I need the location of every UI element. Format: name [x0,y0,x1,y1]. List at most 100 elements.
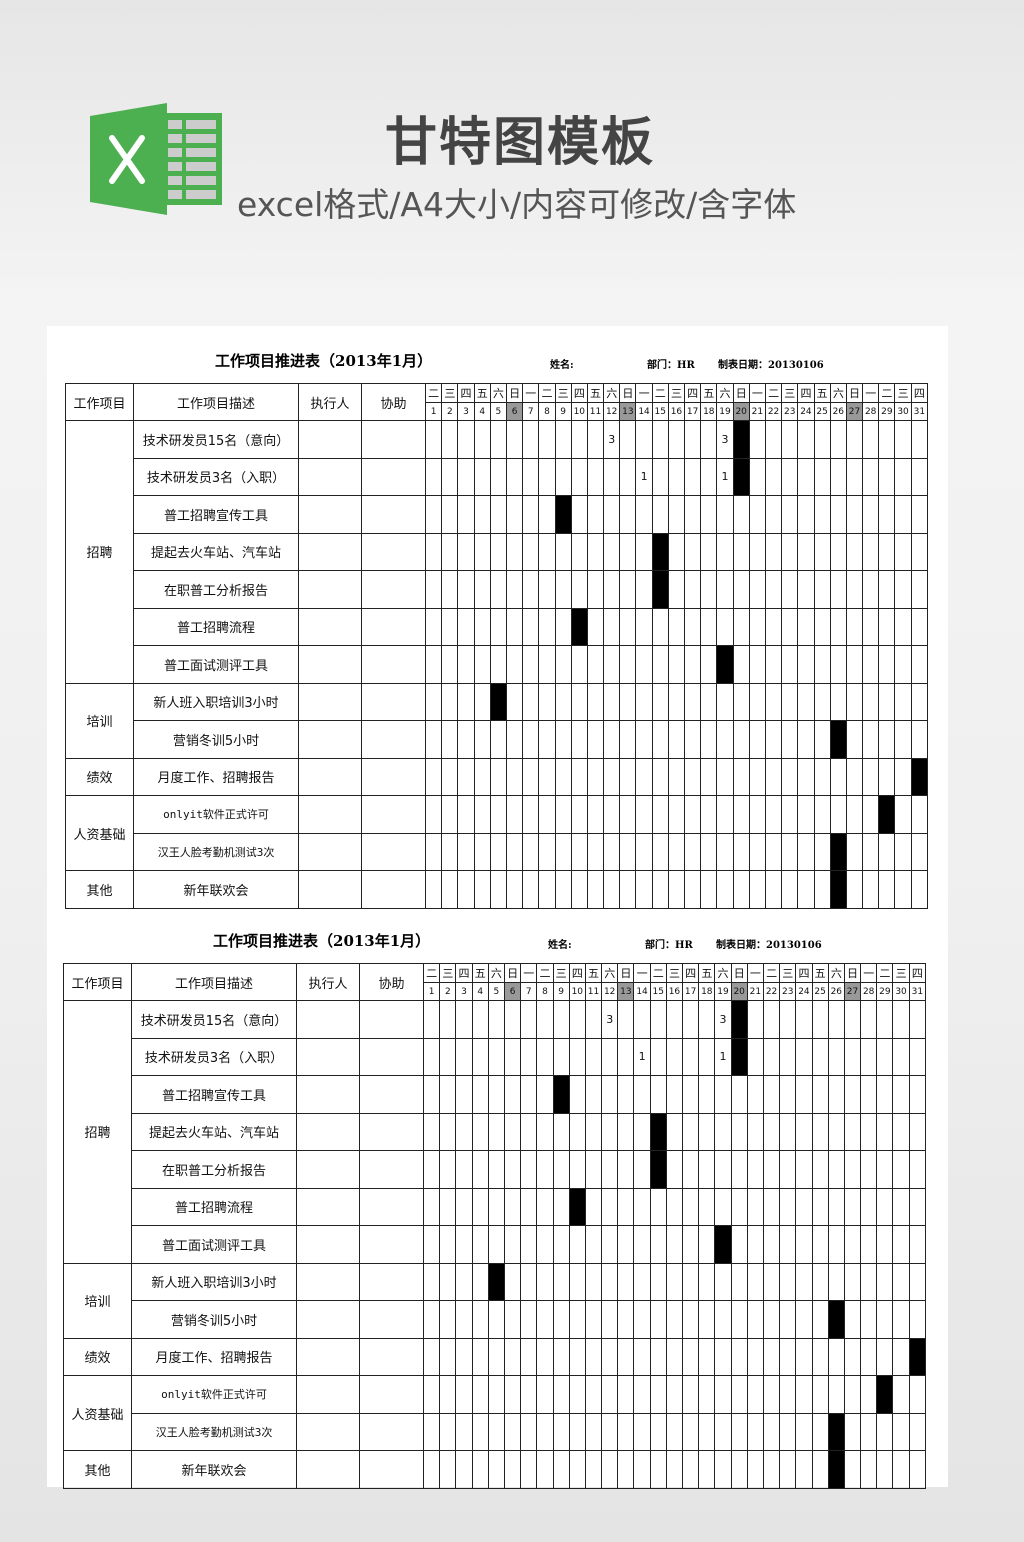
assist-cell[interactable] [361,495,427,534]
assist-cell[interactable] [359,1000,425,1039]
day-cell[interactable] [439,1337,457,1376]
day-cell[interactable]: 1 [716,457,734,496]
day-cell[interactable] [601,1150,619,1189]
day-cell[interactable] [665,1225,684,1264]
day-cell[interactable] [584,1000,603,1039]
day-cell[interactable] [748,607,766,646]
day-cell[interactable] [601,1225,619,1264]
executor-cell[interactable] [296,1375,361,1414]
executor-cell[interactable] [298,795,363,834]
day-cell[interactable] [570,570,588,609]
day-cell[interactable] [716,682,734,721]
day-cell[interactable] [568,1000,586,1039]
day-cell[interactable] [455,1412,473,1451]
day-cell[interactable] [554,870,572,909]
day-cell[interactable] [601,1337,619,1376]
day-cell[interactable] [635,607,653,646]
assist-cell[interactable] [359,1112,425,1151]
day-cell[interactable] [471,1262,489,1301]
day-cell[interactable] [892,1187,910,1226]
day-cell[interactable] [843,1300,862,1339]
day-cell[interactable] [617,1037,635,1076]
day-cell[interactable] [764,645,783,684]
day-cell[interactable] [764,532,783,571]
executor-cell[interactable] [298,870,363,909]
day-cell[interactable] [892,1150,910,1189]
day-cell[interactable] [910,420,929,459]
day-cell[interactable] [827,1075,845,1114]
day-cell[interactable] [732,570,750,609]
day-cell[interactable] [665,1187,684,1226]
day-cell[interactable] [779,1337,797,1376]
day-cell[interactable] [665,1075,684,1114]
day-cell[interactable] [779,1412,797,1451]
day-cell[interactable] [845,645,864,684]
day-cell[interactable] [730,1300,748,1339]
day-cell[interactable] [536,1450,554,1489]
day-cell[interactable] [764,570,783,609]
day-cell[interactable] [781,645,799,684]
day-cell[interactable] [441,757,459,796]
day-cell[interactable] [845,532,864,571]
day-cell[interactable] [457,570,475,609]
day-cell[interactable] [473,645,491,684]
day-cell[interactable] [487,1112,505,1151]
task-description[interactable]: 汉王人脸考勤机测试3次 [132,832,300,871]
day-cell[interactable] [876,1075,894,1114]
day-cell[interactable] [603,607,621,646]
day-cell[interactable] [586,607,605,646]
day-cell[interactable] [781,757,799,796]
gantt-bar[interactable] [651,532,669,571]
day-cell[interactable] [520,1300,538,1339]
day-cell[interactable] [473,607,491,646]
day-cell[interactable] [538,570,556,609]
day-cell[interactable] [522,420,540,459]
day-cell[interactable] [538,495,556,534]
day-cell[interactable] [441,495,459,534]
day-cell[interactable] [471,1412,489,1451]
day-cell[interactable] [843,1000,862,1039]
day-cell[interactable] [894,532,912,571]
day-cell[interactable] [619,457,637,496]
gantt-bar[interactable] [651,570,669,609]
day-cell[interactable] [795,1412,813,1451]
day-cell[interactable] [471,1450,489,1489]
day-cell[interactable] [570,795,588,834]
day-cell[interactable] [714,1337,732,1376]
day-cell[interactable] [698,1450,716,1489]
day-cell[interactable] [503,1300,522,1339]
day-cell[interactable] [503,1075,522,1114]
day-cell[interactable] [730,1075,748,1114]
day-cell[interactable] [651,607,669,646]
day-cell[interactable] [568,1337,586,1376]
day-cell[interactable] [764,420,783,459]
day-cell[interactable] [455,1375,473,1414]
executor-cell[interactable] [296,1225,361,1264]
day-cell[interactable] [455,1037,473,1076]
day-cell[interactable] [651,832,669,871]
day-cell[interactable] [684,682,702,721]
day-cell[interactable] [439,1112,457,1151]
day-cell[interactable] [536,1187,554,1226]
day-cell[interactable] [649,1000,667,1039]
day-cell[interactable] [457,720,475,759]
day-cell[interactable] [487,1225,505,1264]
executor-cell[interactable] [298,720,363,759]
day-cell[interactable] [425,832,443,871]
day-cell[interactable] [862,495,880,534]
day-cell[interactable] [878,420,896,459]
day-cell[interactable] [779,1150,797,1189]
day-cell[interactable] [716,570,734,609]
day-cell[interactable] [568,1150,586,1189]
day-cell[interactable] [423,1337,441,1376]
day-cell[interactable] [730,1337,748,1376]
day-cell[interactable] [489,607,507,646]
day-cell[interactable] [536,1112,554,1151]
day-cell[interactable] [698,1150,716,1189]
day-cell[interactable] [522,870,540,909]
day-cell[interactable] [714,1375,732,1414]
day-cell[interactable] [601,1037,619,1076]
day-cell[interactable] [586,795,605,834]
day-cell[interactable] [489,457,507,496]
day-cell[interactable] [716,795,734,834]
